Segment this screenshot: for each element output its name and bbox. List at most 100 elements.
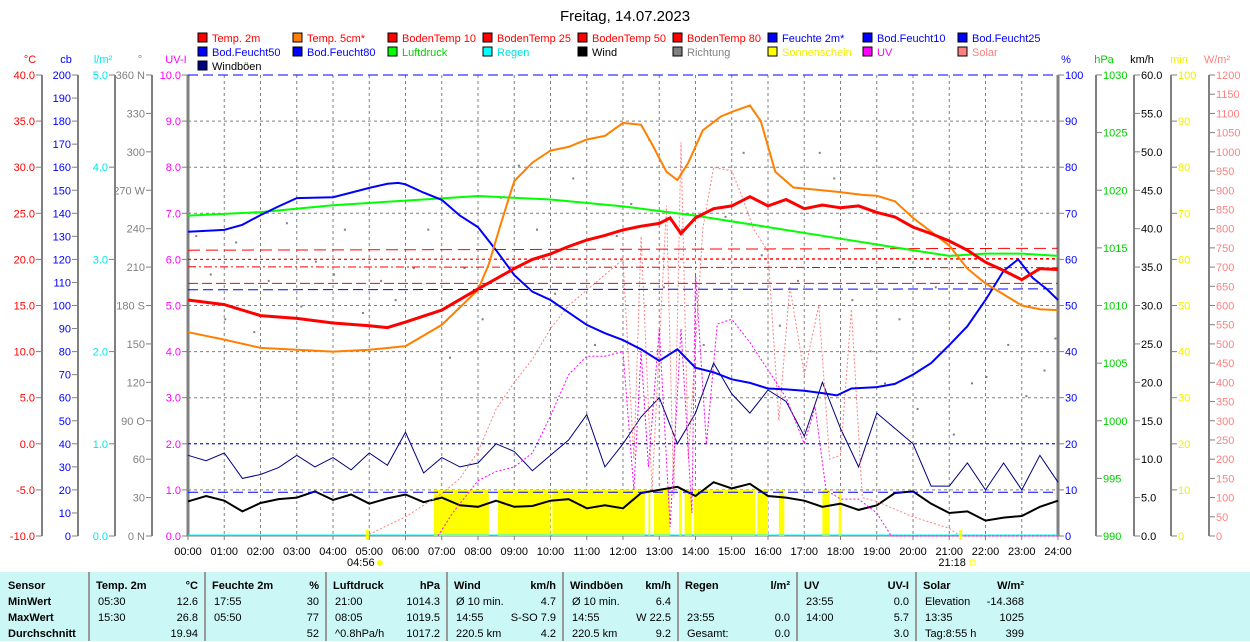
axis-unit-label: km/h: [1130, 54, 1154, 66]
axis-tick-label: 150: [1216, 473, 1234, 485]
axis-tick-label: 0 N: [128, 531, 145, 543]
axis-tick-label: 5.0: [93, 70, 108, 82]
axis-tick-label: 40: [59, 439, 71, 451]
stats-value: S-SO 7.9: [510, 612, 556, 624]
wind-direction-dot: [851, 299, 854, 302]
x-tick-label: 24:00: [1044, 546, 1072, 558]
legend-swatch: [292, 32, 303, 43]
stats-group-wind: Wind km/h Ø 10 min. 4.7 14:55 S-SO 7.9 220.5 k…: [446, 572, 564, 641]
legend-label: Wind: [592, 47, 617, 59]
stats-value: 1017.2: [406, 628, 440, 640]
stats-time: Tag:8:55 h: [925, 628, 977, 640]
axis-tick-label: 200: [53, 70, 71, 82]
wind-direction-dot: [681, 228, 683, 231]
axis-tick-label: 1000: [1103, 416, 1127, 428]
wind-direction-dot: [449, 356, 451, 359]
wind-direction-dot: [517, 164, 520, 167]
stats-time: 05:30: [98, 596, 126, 608]
x-tick-label: 21:00: [935, 546, 963, 558]
axis-tick-label: 500: [1216, 339, 1234, 351]
axis-tick-label: 3.0: [93, 254, 108, 266]
stats-table: Sensor MinWert MaxWert Durchschnitt Temp. 2m…: [0, 572, 1250, 641]
axis-tick-label: 1200: [1216, 70, 1240, 82]
wind-direction-dot: [412, 267, 415, 270]
stats-header-name: Regen: [685, 580, 719, 592]
axis-tick-label: 0: [1065, 531, 1071, 543]
axis-tick-label: 240: [127, 224, 145, 236]
axis-tick-label: 1015: [1103, 243, 1127, 255]
sunrise-marker: [365, 530, 369, 540]
legend-label: UV: [877, 47, 893, 59]
x-tick-label: 16:00: [754, 546, 782, 558]
wind-direction-dot: [1007, 343, 1010, 346]
axis-tick-label: 9.0: [166, 116, 181, 128]
wind-direction-dot: [1025, 395, 1028, 398]
legend-label: Bod.Feucht80: [307, 47, 376, 59]
axis-tick-label: 330: [127, 108, 145, 120]
axis-tick-label: 50: [1178, 301, 1190, 313]
x-tick-label: 03:00: [283, 546, 311, 558]
legend-label: Bod.Feucht25: [972, 33, 1041, 45]
sunshine-bar: [778, 489, 785, 536]
series-temp-2m: [187, 195, 1059, 330]
stats-time: Ø 10 min.: [456, 596, 504, 608]
axis-tick-label: 20: [1065, 439, 1077, 451]
wind-direction-dot: [235, 241, 238, 244]
axis-tick-label: 350: [1216, 397, 1234, 409]
axis-unit-label: min: [1170, 54, 1188, 66]
axis-unit-label: °C: [24, 54, 36, 66]
stats-value: 12.6: [176, 596, 198, 608]
x-tick-label: 12:00: [609, 546, 637, 558]
x-tick-label: 17:00: [790, 546, 818, 558]
wind-direction-dot: [724, 215, 727, 218]
axis-tick-label: 1150: [1216, 89, 1240, 101]
x-tick-label: 14:00: [682, 546, 710, 558]
axis-tick-label: 150: [127, 339, 145, 351]
axis-tick-label: 1030: [1103, 70, 1127, 82]
axis-tick-label: 25.0: [1141, 339, 1162, 351]
stats-row-label: MinWert: [8, 596, 52, 608]
x-tick-label: 04:00: [319, 546, 347, 558]
legend-swatch: [767, 46, 778, 57]
legend-label: BodenTemp 80: [687, 33, 761, 45]
stats-value: 6.4: [655, 596, 671, 608]
axis-tick-label: 100: [1178, 70, 1196, 82]
stats-group-luftdruck: Luftdruck hPa 21:00 1014.3 08:05 1019.5 ^0.8hP…: [325, 572, 448, 641]
x-tick-label: 22:00: [972, 546, 1000, 558]
legend-swatch: [197, 32, 208, 43]
series-bodentemp-25: [187, 258, 1059, 260]
wind-direction-dot: [285, 222, 288, 225]
sunshine-bar: [822, 489, 830, 536]
wind-direction-dot: [833, 177, 836, 180]
stats-time: Elevation: [925, 596, 971, 608]
sunshine-bar: [497, 489, 551, 536]
stats-group-uv: UV UV-I 23:55 0.0 14:00 5.7 3.0: [796, 572, 917, 641]
x-tick-label: 09:00: [500, 546, 528, 558]
stats-row-label: Durchschnitt: [8, 628, 76, 640]
axis-tick-label: 8.0: [166, 162, 181, 174]
stats-value: 3.0: [893, 628, 909, 640]
axis-tick-label: 3.0: [166, 393, 181, 405]
weather-chart: Freitag, 14.07.2023 Temp. 2m Temp. 5cm* Bo…: [10, 8, 1241, 569]
axis-tick-label: 600: [1216, 301, 1234, 313]
stats-time: 220.5 km: [456, 628, 502, 640]
legend-swatch: [957, 32, 968, 43]
axis-unit-label: cb: [60, 54, 72, 66]
axis-tick-label: 0.0: [93, 531, 108, 543]
legend-swatch: [197, 46, 208, 57]
axis-tick-label: 270 W: [113, 185, 145, 197]
legend-label: BodenTemp 50: [592, 33, 666, 45]
legend-label: Feuchte 2m*: [782, 33, 845, 45]
axis-tick-label: 35.0: [1141, 262, 1162, 274]
axis-tick-label: 990: [1103, 531, 1121, 543]
stats-value: W 22.5: [636, 612, 671, 624]
stats-value: 0.0: [893, 596, 909, 608]
wind-direction-dot: [898, 318, 901, 321]
wind-direction-dot: [797, 279, 799, 282]
legend-label: Regen: [497, 47, 529, 59]
axis-tick-label: 750: [1216, 243, 1234, 255]
wind-direction-dot: [884, 382, 886, 385]
axis-tick-label: 900: [1216, 185, 1234, 197]
legend-swatch: [862, 46, 873, 57]
stats-sensor-column: Sensor MinWert MaxWert Durchschnitt: [0, 572, 88, 641]
